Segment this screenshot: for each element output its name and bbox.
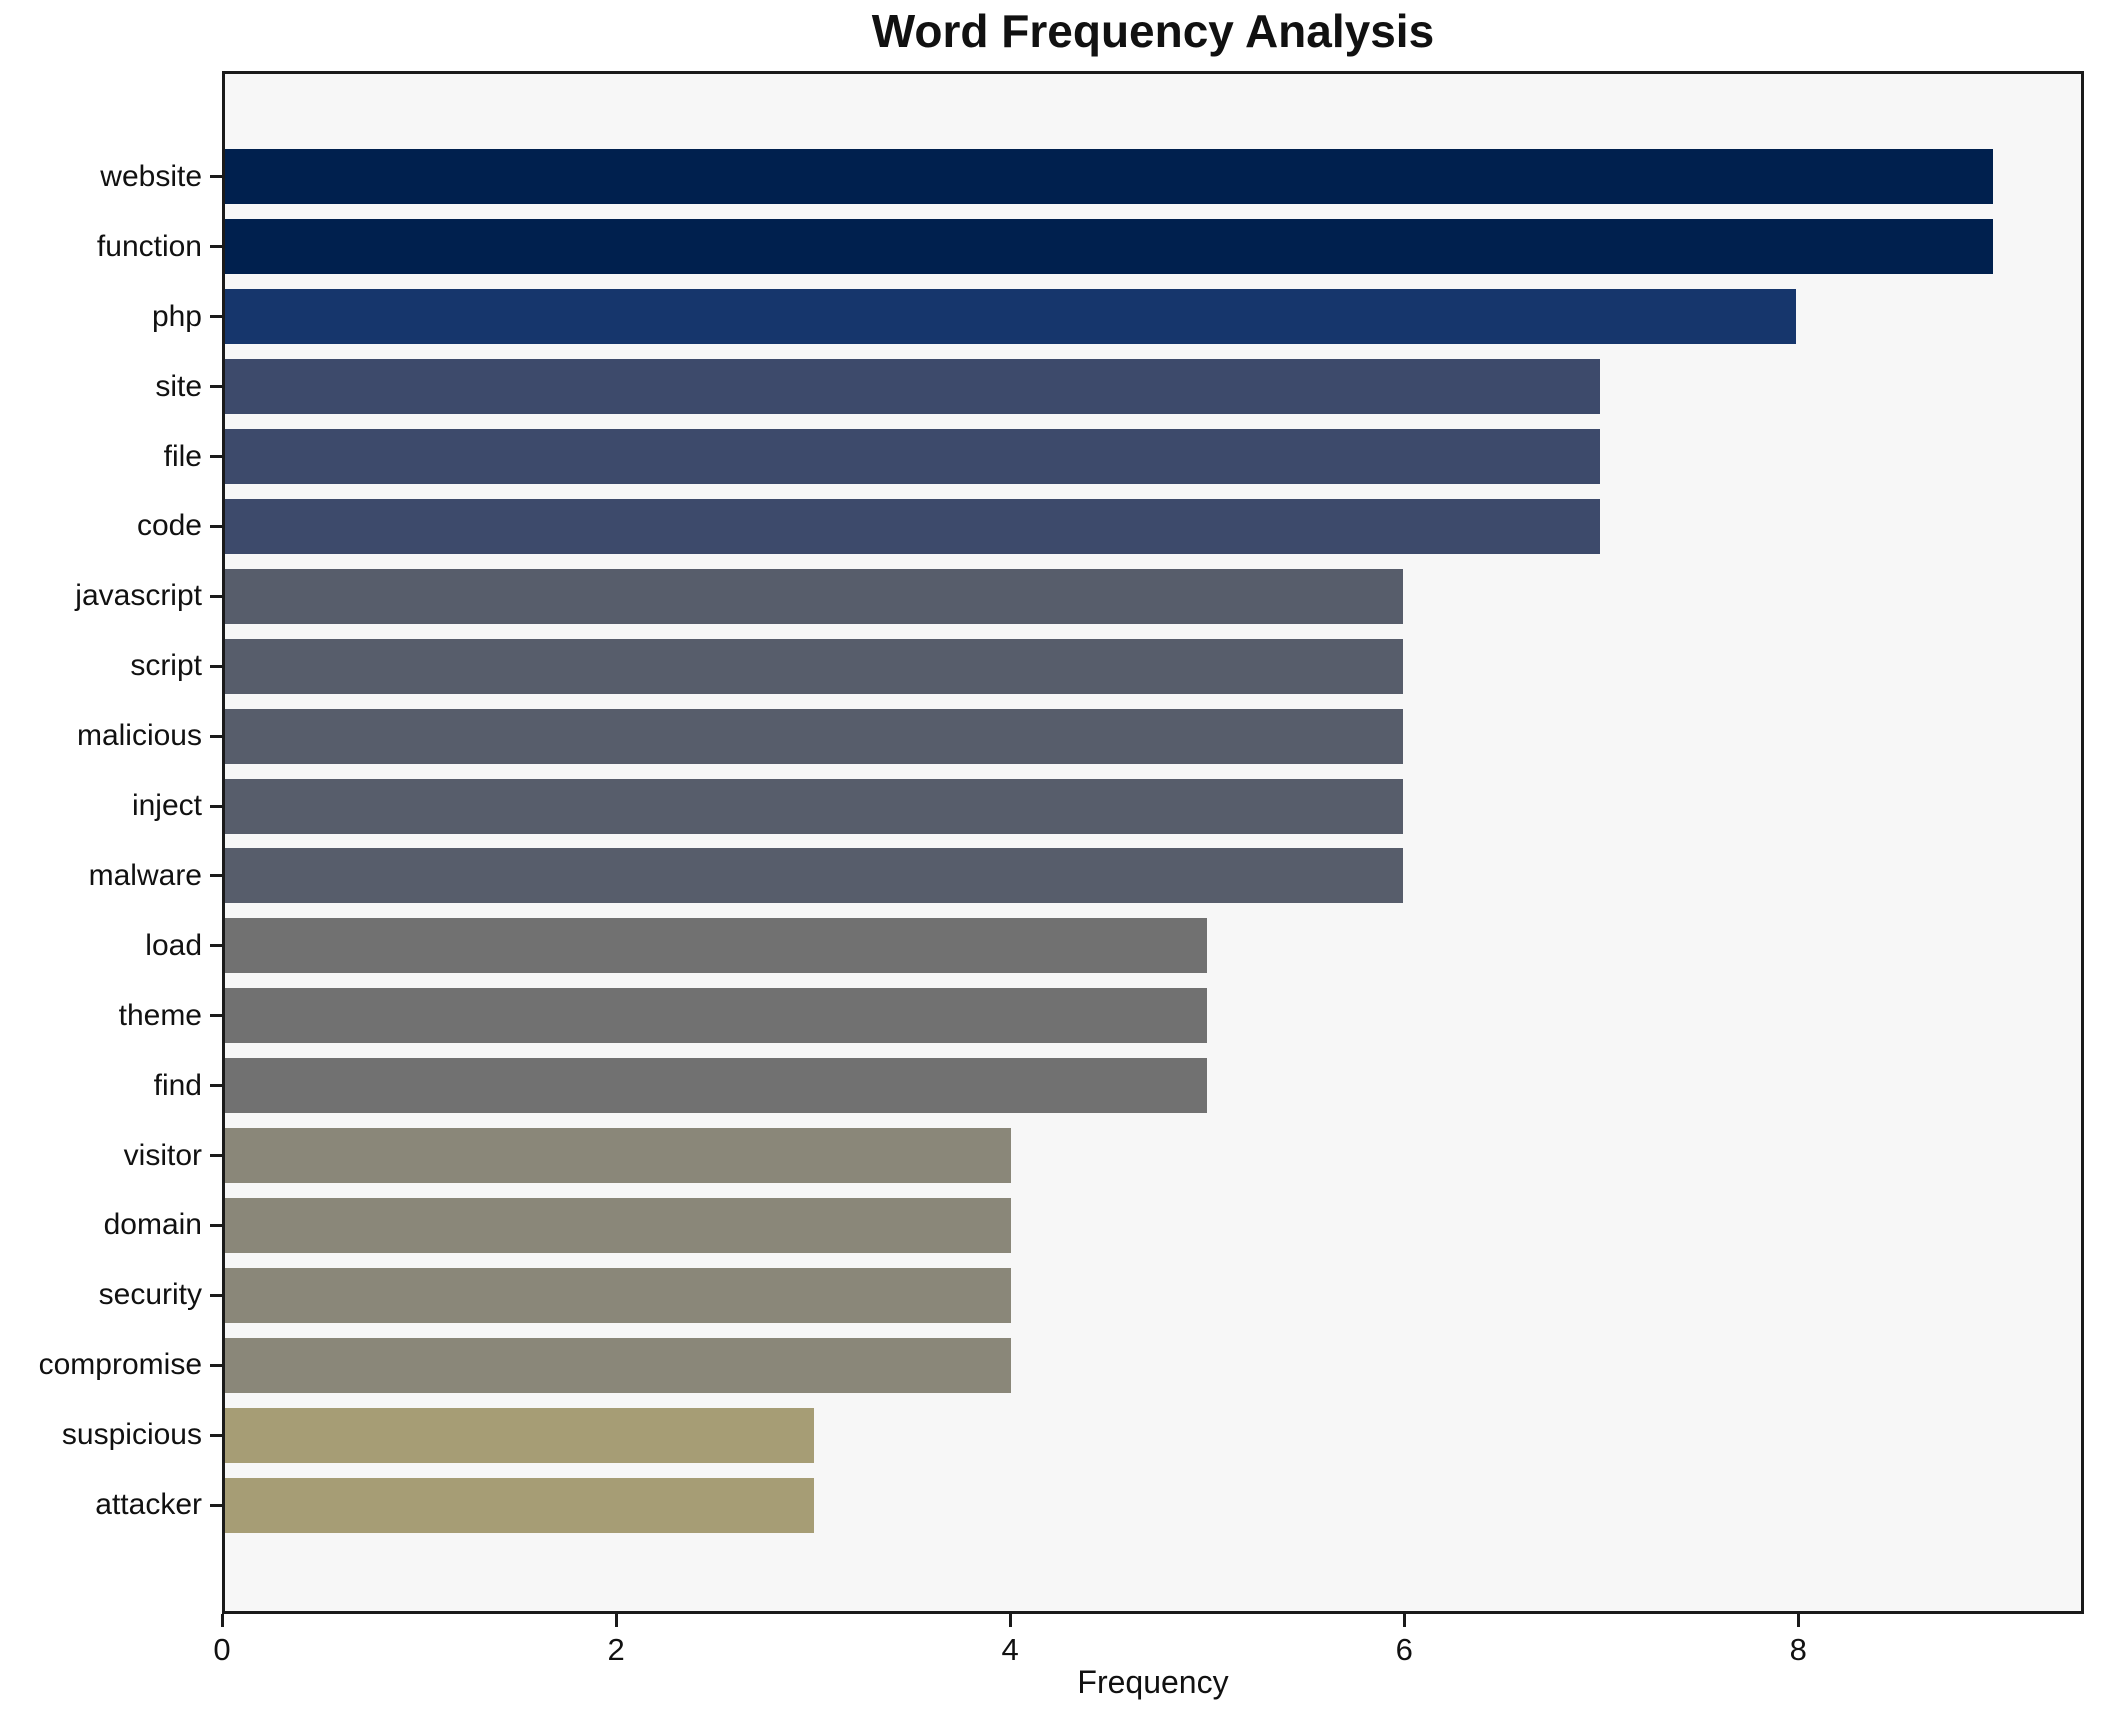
bar-find bbox=[225, 1058, 1207, 1114]
bar-malware bbox=[225, 848, 1404, 904]
y-tick-mark bbox=[210, 804, 222, 808]
x-tick-mark bbox=[1008, 1614, 1012, 1627]
y-tick-label-malware: malware bbox=[88, 858, 202, 892]
bar-php bbox=[225, 289, 1797, 345]
bar-compromise bbox=[225, 1337, 1011, 1393]
y-tick-mark bbox=[210, 1223, 222, 1227]
y-tick-label-security: security bbox=[98, 1278, 202, 1312]
x-tick-label-6: 6 bbox=[1395, 1632, 1413, 1667]
bar-load bbox=[225, 918, 1207, 974]
y-tick-mark bbox=[210, 1503, 222, 1507]
y-tick-mark bbox=[210, 734, 222, 738]
y-tick-label-domain: domain bbox=[103, 1208, 202, 1242]
y-tick-mark bbox=[210, 944, 222, 948]
y-tick-label-inject: inject bbox=[131, 789, 202, 823]
bar-attacker bbox=[225, 1477, 815, 1533]
y-tick-label-php: php bbox=[151, 299, 202, 333]
y-tick-mark bbox=[210, 874, 222, 878]
bar-malicious bbox=[225, 708, 1404, 764]
y-tick-label-website: website bbox=[100, 159, 202, 193]
bar-function bbox=[225, 219, 1993, 275]
x-tick-label-4: 4 bbox=[1001, 1632, 1019, 1667]
bar-domain bbox=[225, 1197, 1011, 1253]
bar-site bbox=[225, 359, 1600, 415]
y-tick-mark bbox=[210, 455, 222, 459]
y-tick-label-javascript: javascript bbox=[75, 579, 202, 613]
y-tick-label-theme: theme bbox=[118, 998, 202, 1032]
y-tick-mark bbox=[210, 1293, 222, 1297]
bar-script bbox=[225, 638, 1404, 694]
x-tick-label-2: 2 bbox=[607, 1632, 625, 1667]
y-tick-mark bbox=[210, 315, 222, 319]
y-tick-label-compromise: compromise bbox=[38, 1348, 202, 1382]
y-tick-label-find: find bbox=[153, 1068, 202, 1102]
y-tick-label-visitor: visitor bbox=[123, 1138, 202, 1172]
y-tick-mark bbox=[210, 245, 222, 249]
y-tick-label-site: site bbox=[155, 369, 202, 403]
y-tick-mark bbox=[210, 664, 222, 668]
y-tick-label-file: file bbox=[163, 439, 202, 473]
x-tick-label-8: 8 bbox=[1789, 1632, 1807, 1667]
y-tick-mark bbox=[210, 385, 222, 389]
y-tick-mark bbox=[210, 1154, 222, 1158]
bar-theme bbox=[225, 988, 1207, 1044]
y-tick-mark bbox=[210, 1084, 222, 1088]
x-tick-mark bbox=[614, 1614, 618, 1627]
y-tick-mark bbox=[210, 175, 222, 179]
y-tick-label-code: code bbox=[136, 509, 202, 543]
plot-area bbox=[222, 71, 2084, 1614]
bar-javascript bbox=[225, 568, 1404, 624]
y-tick-label-malicious: malicious bbox=[76, 719, 202, 753]
y-tick-mark bbox=[210, 594, 222, 598]
x-tick-label-0: 0 bbox=[213, 1632, 231, 1667]
y-tick-mark bbox=[210, 1433, 222, 1437]
y-tick-label-script: script bbox=[130, 649, 202, 683]
y-tick-mark bbox=[210, 1014, 222, 1018]
bar-code bbox=[225, 498, 1600, 554]
bar-security bbox=[225, 1267, 1011, 1323]
y-tick-label-load: load bbox=[145, 928, 202, 962]
y-tick-label-function: function bbox=[96, 229, 202, 263]
bar-visitor bbox=[225, 1128, 1011, 1184]
bar-inject bbox=[225, 778, 1404, 834]
bar-file bbox=[225, 429, 1600, 485]
chart-title: Word Frequency Analysis bbox=[871, 5, 1435, 57]
x-tick-mark bbox=[220, 1614, 224, 1627]
bar-website bbox=[225, 149, 1993, 205]
y-tick-mark bbox=[210, 524, 222, 528]
x-tick-mark bbox=[1796, 1614, 1800, 1627]
bar-suspicious bbox=[225, 1407, 815, 1463]
y-tick-mark bbox=[210, 1363, 222, 1367]
y-tick-label-suspicious: suspicious bbox=[61, 1418, 202, 1452]
x-tick-mark bbox=[1402, 1614, 1406, 1627]
x-axis-label: Frequency bbox=[1077, 1664, 1229, 1700]
y-tick-label-attacker: attacker bbox=[95, 1488, 202, 1522]
